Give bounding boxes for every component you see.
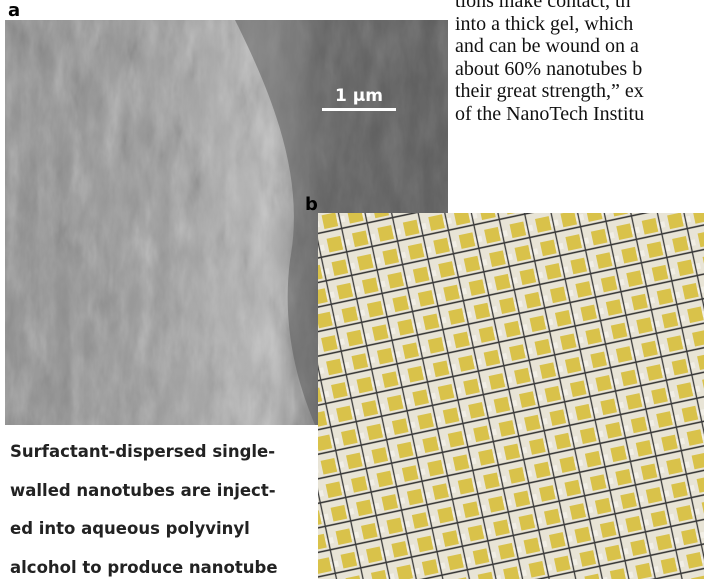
panel-label: b — [305, 196, 318, 214]
body-line: about 60% nanotubes b — [455, 59, 642, 79]
body-line: their great strength,” ex — [455, 81, 644, 101]
scale-bar — [322, 108, 396, 111]
body-line: into a thick gel, which — [455, 14, 633, 34]
caption-line: ed into aqueous polyvinyl — [10, 521, 250, 538]
caption-line: alcohol to produce nanotube — [10, 560, 278, 577]
caption-line: walled nanotubes are inject- — [10, 483, 276, 500]
caption-line: Surfactant-dispersed single- — [10, 444, 275, 461]
page: 1 µm a b tions make contact, th into a th… — [0, 0, 704, 579]
body-line: of the NanoTech Institu — [455, 104, 644, 124]
body-line: and can be wound on a — [455, 36, 639, 56]
fabric-image — [318, 213, 704, 579]
scale-bar-label: 1 µm — [322, 86, 396, 106]
body-line: tions make contact, th — [455, 0, 631, 11]
panel-label: a — [8, 2, 20, 20]
